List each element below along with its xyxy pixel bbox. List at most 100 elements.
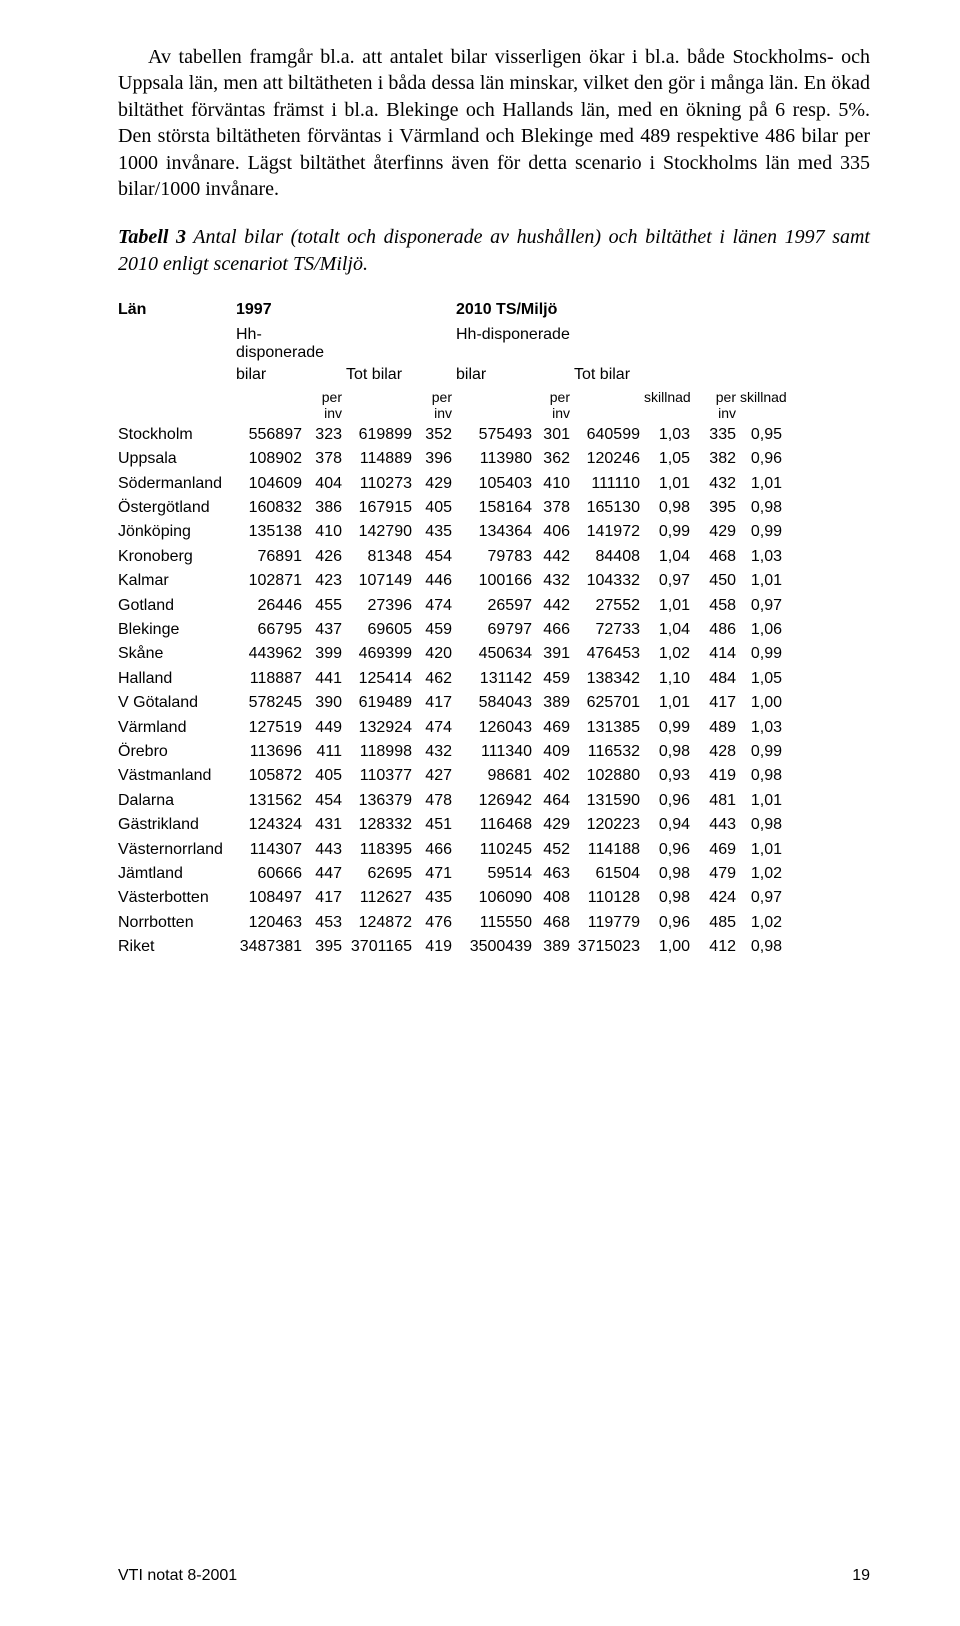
table-cell: 0,98 [644, 886, 694, 910]
table-cell: 26446 [236, 594, 306, 618]
table-cell: 105403 [456, 472, 536, 496]
table-cell: 69797 [456, 618, 536, 642]
table-cell: 110128 [574, 886, 644, 910]
table-cell: 352 [416, 423, 456, 447]
table-cell: 402 [536, 764, 574, 788]
table-cell: 389 [536, 691, 574, 715]
hdr-tot1: Tot bilar [346, 364, 456, 386]
table-cell: 489 [694, 716, 740, 740]
table-cell: 0,98 [740, 496, 786, 520]
table-cell: 417 [416, 691, 456, 715]
table-cell: 1,00 [740, 691, 786, 715]
table-cell: 441 [306, 667, 346, 691]
table-cell: 0,97 [740, 594, 786, 618]
hdr-lan: Län [118, 299, 236, 321]
table-cell: 106090 [456, 886, 536, 910]
table-cell: 142790 [346, 520, 416, 544]
table-cell: 556897 [236, 423, 306, 447]
table-cell: 1,06 [740, 618, 786, 642]
table-cell: 3487381 [236, 935, 306, 959]
table-cell: 108902 [236, 447, 306, 471]
table-cell: 1,01 [740, 569, 786, 593]
table-row: Kalmar1028714231071494461001664321043320… [118, 569, 870, 593]
table-row: Kronoberg768914268134845479783442844081,… [118, 545, 870, 569]
table-cell: 468 [536, 911, 574, 935]
table-cell: 0,99 [644, 716, 694, 740]
table-cell: 0,96 [644, 838, 694, 862]
table-cell: 409 [536, 740, 574, 764]
table-cell: 69605 [346, 618, 416, 642]
table-cell: 76891 [236, 545, 306, 569]
table-cell: 113696 [236, 740, 306, 764]
table-cell: Halland [118, 667, 236, 691]
table-row: Jämtland606664476269547159514463615040,9… [118, 862, 870, 886]
table-cell: 124324 [236, 813, 306, 837]
table-cell: 3500439 [456, 935, 536, 959]
table-cell: 118395 [346, 838, 416, 862]
table-cell: 135138 [236, 520, 306, 544]
table-cell: 0,96 [644, 911, 694, 935]
footer-right: 19 [852, 1565, 870, 1586]
table-row: Östergötland1608323861679154051581643781… [118, 496, 870, 520]
table-cell: 395 [694, 496, 740, 520]
table-cell: 110273 [346, 472, 416, 496]
table-row: Riket34873813953701165419350043938937150… [118, 935, 870, 959]
table-cell: 479 [694, 862, 740, 886]
table-cell: 158164 [456, 496, 536, 520]
table-cell: 446 [416, 569, 456, 593]
table-cell: 395 [306, 935, 346, 959]
table-cell: 113980 [456, 447, 536, 471]
table-cell: 459 [536, 667, 574, 691]
table-cell: 411 [306, 740, 346, 764]
table-cell: 1,01 [644, 472, 694, 496]
table-cell: 417 [306, 886, 346, 910]
table-cell: 3701165 [346, 935, 416, 959]
table-cell: 452 [536, 838, 574, 862]
table-cell: 72733 [574, 618, 644, 642]
table-cell: 408 [536, 886, 574, 910]
table-cell: 450634 [456, 642, 536, 666]
table-cell: 469 [694, 838, 740, 862]
table-cell: 160832 [236, 496, 306, 520]
table-cell: 1,05 [740, 667, 786, 691]
table-row: Stockholm5568973236198993525754933016405… [118, 423, 870, 447]
table-cell: 619899 [346, 423, 416, 447]
table-caption: Tabell 3 Antal bilar (totalt och dispone… [118, 224, 870, 277]
table-cell: 1,02 [644, 642, 694, 666]
hdr-skill1: skillnad [644, 387, 694, 423]
table-cell: 0,98 [740, 764, 786, 788]
table-cell: 453 [306, 911, 346, 935]
hdr-bilar2: bilar [456, 364, 574, 386]
table-cell: 378 [306, 447, 346, 471]
table-cell: 1,02 [740, 911, 786, 935]
table-cell: 119779 [574, 911, 644, 935]
table-cell: 0,96 [740, 447, 786, 471]
hdr-perinv3: per inv [536, 387, 574, 423]
table-cell: 404 [306, 472, 346, 496]
table-cell: 1,04 [644, 618, 694, 642]
table-cell: 1,01 [740, 838, 786, 862]
hdr-hh1: Hh-disponerade [236, 324, 346, 365]
table-cell: 105872 [236, 764, 306, 788]
table-cell: 167915 [346, 496, 416, 520]
table-cell: 451 [416, 813, 456, 837]
table-cell: 437 [306, 618, 346, 642]
table-cell: 391 [536, 642, 574, 666]
table-cell: 405 [416, 496, 456, 520]
table-cell: 131385 [574, 716, 644, 740]
table-cell: Norrbotten [118, 911, 236, 935]
table-cell: 112627 [346, 886, 416, 910]
table-cell: 0,99 [740, 740, 786, 764]
table-cell: 435 [416, 886, 456, 910]
table-cell: 301 [536, 423, 574, 447]
table-cell: 469399 [346, 642, 416, 666]
table-cell: 131590 [574, 789, 644, 813]
table-cell: Kalmar [118, 569, 236, 593]
table-cell: 578245 [236, 691, 306, 715]
table-cell: 419 [416, 935, 456, 959]
table-cell: 455 [306, 594, 346, 618]
table-cell: Gästrikland [118, 813, 236, 837]
table-cell: 118887 [236, 667, 306, 691]
table-cell: 417 [694, 691, 740, 715]
table-cell: 640599 [574, 423, 644, 447]
